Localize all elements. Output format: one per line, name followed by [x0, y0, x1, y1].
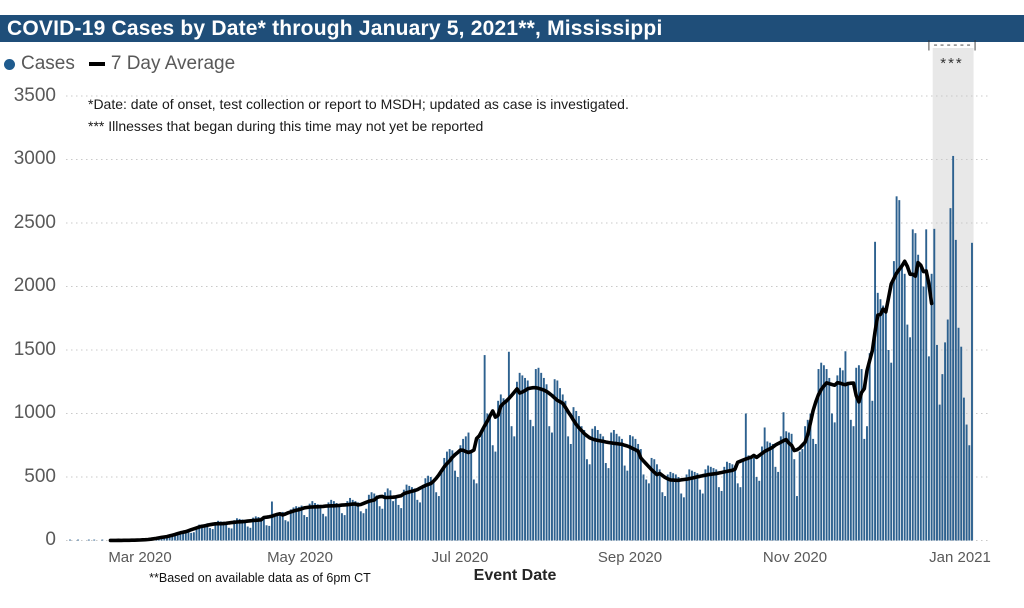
not-reported-bracket: |------| — [925, 40, 979, 52]
x-tick-jul2020: Jul 2020 — [431, 549, 489, 566]
cases-bars — [69, 155, 973, 541]
y-tick-0: 0 — [45, 529, 56, 550]
legend: Cases 7 Day Average — [4, 53, 235, 75]
seven-day-average-line — [108, 259, 934, 543]
legend-avg-label: 7 Day Average — [110, 53, 236, 74]
x-tick-may2020: May 2020 — [267, 549, 333, 566]
y-tick-2000: 2000 — [13, 275, 56, 296]
y-tick-1500: 1500 — [13, 339, 56, 360]
x-tick-nov2020: Nov 2020 — [762, 549, 828, 566]
x-axis-title: Event Date — [473, 567, 557, 584]
y-tick-1000: 1000 — [13, 402, 56, 423]
x-tick-mar2020: Mar 2020 — [108, 549, 172, 566]
title-bar: COVID-19 Cases by Date* through January … — [0, 15, 1024, 42]
annotation-reporting-note: *** Illnesses that began during this tim… — [88, 118, 484, 134]
x-tick-sep2020: Sep 2020 — [597, 549, 663, 566]
legend-cases-label: Cases — [21, 53, 75, 74]
y-tick-2500: 2500 — [13, 212, 56, 233]
page-title: COVID-19 Cases by Date* through January … — [7, 17, 663, 40]
y-tick-3500: 3500 — [13, 85, 56, 106]
y-tick-500: 500 — [24, 466, 56, 487]
annotation-date-note: *Date: date of onset, test collection or… — [88, 96, 629, 112]
cases-dot-icon — [4, 58, 15, 70]
avg-line-icon — [88, 62, 105, 66]
data-as-of-footnote: **Based on available data as of 6pm CT — [149, 571, 371, 585]
not-reported-marker: *** — [940, 55, 964, 72]
y-tick-3000: 3000 — [13, 148, 56, 169]
x-tick-jan2021: Jan 2021 — [929, 549, 991, 566]
